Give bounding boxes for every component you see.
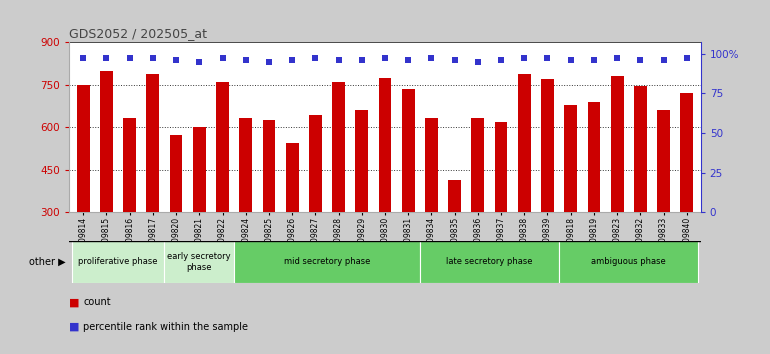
Bar — [234, 241, 420, 283]
Point — [402, 57, 414, 63]
Bar — [123, 118, 136, 212]
Bar — [332, 82, 345, 212]
Bar — [681, 93, 693, 212]
Bar — [263, 120, 276, 212]
Bar — [216, 82, 229, 212]
Point — [634, 57, 647, 63]
Bar — [379, 78, 391, 212]
Point — [77, 56, 89, 61]
Bar — [100, 71, 113, 212]
Text: percentile rank within the sample: percentile rank within the sample — [83, 322, 248, 332]
Bar — [193, 127, 206, 212]
Point — [541, 56, 554, 61]
Point — [333, 57, 345, 63]
Point — [518, 56, 531, 61]
Bar — [425, 118, 438, 212]
Point — [310, 56, 322, 61]
Point — [658, 57, 670, 63]
Bar — [634, 86, 647, 212]
Point — [147, 56, 159, 61]
Bar — [657, 110, 670, 212]
Point — [425, 56, 437, 61]
Text: ambiguous phase: ambiguous phase — [591, 257, 666, 267]
Point — [681, 56, 693, 61]
Bar — [559, 241, 698, 283]
Point — [170, 57, 182, 63]
Text: late secretory phase: late secretory phase — [446, 257, 533, 267]
Bar — [494, 122, 507, 212]
Text: ■: ■ — [69, 297, 80, 307]
Text: other ▶: other ▶ — [28, 257, 65, 267]
Text: count: count — [83, 297, 111, 307]
Point — [356, 57, 368, 63]
Text: mid secretory phase: mid secretory phase — [284, 257, 370, 267]
Bar — [286, 143, 299, 212]
Point — [495, 57, 507, 63]
Bar — [169, 135, 182, 212]
Bar — [356, 110, 368, 212]
Bar — [564, 105, 577, 212]
Text: proliferative phase: proliferative phase — [79, 257, 158, 267]
Bar — [77, 85, 89, 212]
Point — [448, 57, 460, 63]
Bar — [165, 241, 234, 283]
Bar — [518, 74, 531, 212]
Point — [611, 56, 623, 61]
Point — [286, 57, 298, 63]
Bar — [309, 115, 322, 212]
Bar — [420, 241, 559, 283]
Point — [564, 57, 577, 63]
Bar — [611, 76, 624, 212]
Bar — [448, 180, 461, 212]
Point — [379, 56, 391, 61]
Text: early secretory
phase: early secretory phase — [168, 252, 231, 272]
Point — [239, 57, 252, 63]
Point — [588, 57, 600, 63]
Point — [193, 59, 206, 64]
Text: ■: ■ — [69, 322, 80, 332]
Bar — [402, 89, 414, 212]
Bar — [72, 241, 165, 283]
Bar — [471, 118, 484, 212]
Bar — [588, 102, 601, 212]
Point — [123, 56, 136, 61]
Bar — [541, 79, 554, 212]
Bar — [146, 74, 159, 212]
Point — [216, 56, 229, 61]
Point — [100, 56, 112, 61]
Point — [472, 59, 484, 64]
Text: GDS2052 / 202505_at: GDS2052 / 202505_at — [69, 27, 207, 40]
Bar — [239, 118, 252, 212]
Point — [263, 59, 275, 64]
